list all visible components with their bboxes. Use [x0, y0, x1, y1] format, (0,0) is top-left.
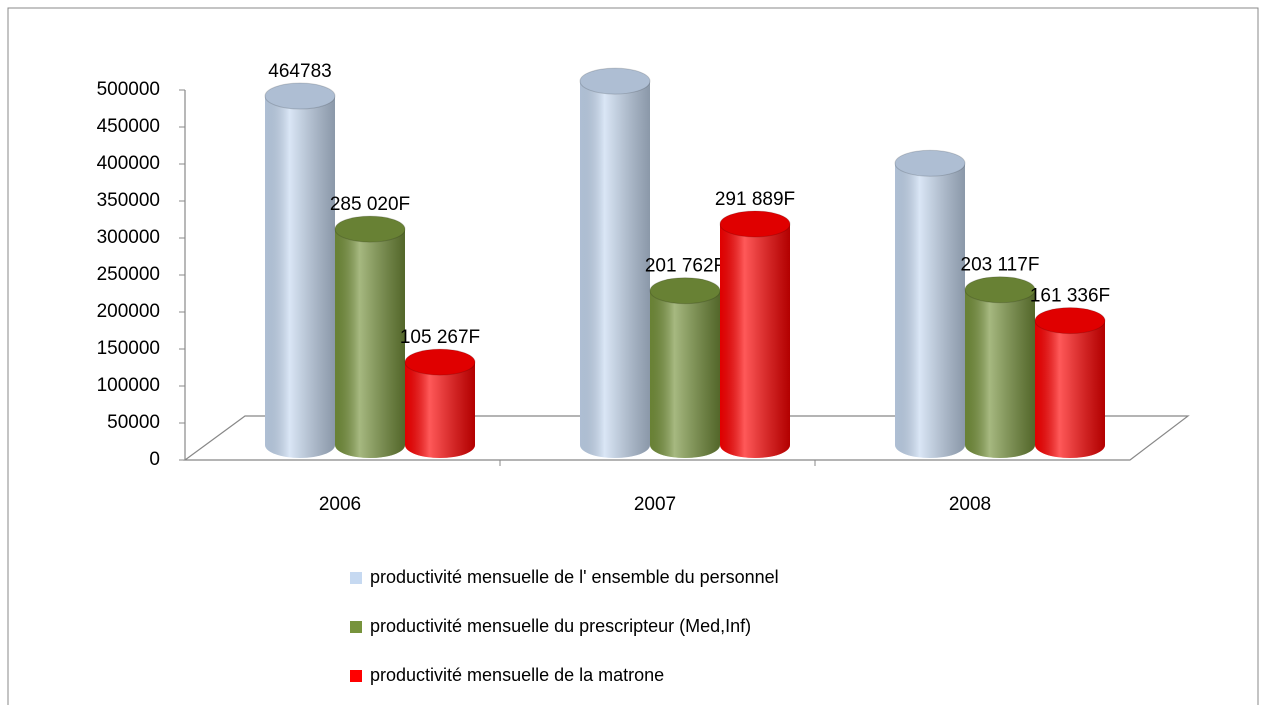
y-tick-label: 100000 [97, 375, 160, 396]
data-label: 105 267F [400, 327, 480, 348]
y-tick-label: 500000 [97, 79, 160, 100]
cylinder-top-shade [965, 276, 1035, 303]
data-label: 285 020F [330, 194, 410, 215]
bar [334, 215, 406, 458]
y-tick-label: 200000 [97, 301, 160, 322]
cylinder-top [264, 82, 336, 110]
cylinder-top-shade [650, 277, 720, 304]
cylinder-top-shade [580, 68, 650, 95]
legend-label: productivité mensuelle du prescripteur (… [370, 616, 751, 636]
data-label: 464783 [268, 61, 331, 82]
frame [7, 7, 1259, 705]
data-label: 291 889F [715, 189, 795, 210]
legend-label: productivité mensuelle de l' ensemble du… [370, 567, 779, 587]
cylinder-top [579, 67, 651, 95]
cylinder-shade [580, 81, 650, 458]
x-tick-label: 2007 [634, 494, 676, 515]
y-tick-label: 0 [149, 449, 160, 470]
cylinder-shade [405, 362, 475, 458]
cylinder-top [404, 348, 476, 376]
cylinder-shade [965, 289, 1035, 458]
cylinder-shade [650, 290, 720, 458]
cylinder-top [334, 215, 406, 243]
y-tick-label: 300000 [97, 227, 160, 248]
legend-swatch [350, 572, 362, 584]
cylinder-top-shade [1035, 307, 1105, 334]
cylinder-top [719, 210, 791, 238]
cylinder-shade [895, 163, 965, 459]
y-tick-label: 250000 [97, 264, 160, 285]
bar [964, 276, 1036, 458]
y-tick-label: 50000 [107, 412, 160, 433]
y-tick-label: 150000 [97, 338, 160, 359]
x-tick-label: 2008 [949, 494, 991, 515]
legend-swatch [350, 670, 362, 682]
bar [649, 277, 721, 458]
y-tick-label: 400000 [97, 153, 160, 174]
cylinder-top-shade [895, 150, 965, 177]
cylinder-top-shade [405, 349, 475, 376]
cylinder-top [964, 276, 1036, 304]
cylinder-shade [265, 96, 335, 458]
data-label: 161 336F [1030, 286, 1110, 307]
cylinder-shade [1035, 320, 1105, 458]
cylinder-shade [720, 224, 790, 458]
legend-swatch [350, 621, 362, 633]
bar [264, 82, 336, 458]
cylinder-top-shade [720, 211, 790, 238]
bar [579, 67, 651, 458]
data-label: 203 117F [961, 255, 1040, 276]
y-tick-label: 350000 [97, 190, 160, 211]
cylinder-top-shade [265, 83, 335, 110]
bar [404, 348, 476, 458]
bar [1034, 307, 1106, 458]
cylinder-top [894, 149, 966, 177]
cylinder-shade [335, 229, 405, 458]
data-label: 201 762F [645, 256, 725, 277]
y-tick-label: 450000 [97, 116, 160, 137]
cylinder-top-shade [335, 216, 405, 243]
legend-label: productivité mensuelle de la matrone [370, 665, 664, 685]
x-tick-label: 2006 [319, 494, 361, 515]
bar [719, 210, 791, 458]
bar [894, 149, 966, 459]
cylinder-top [1034, 307, 1106, 335]
